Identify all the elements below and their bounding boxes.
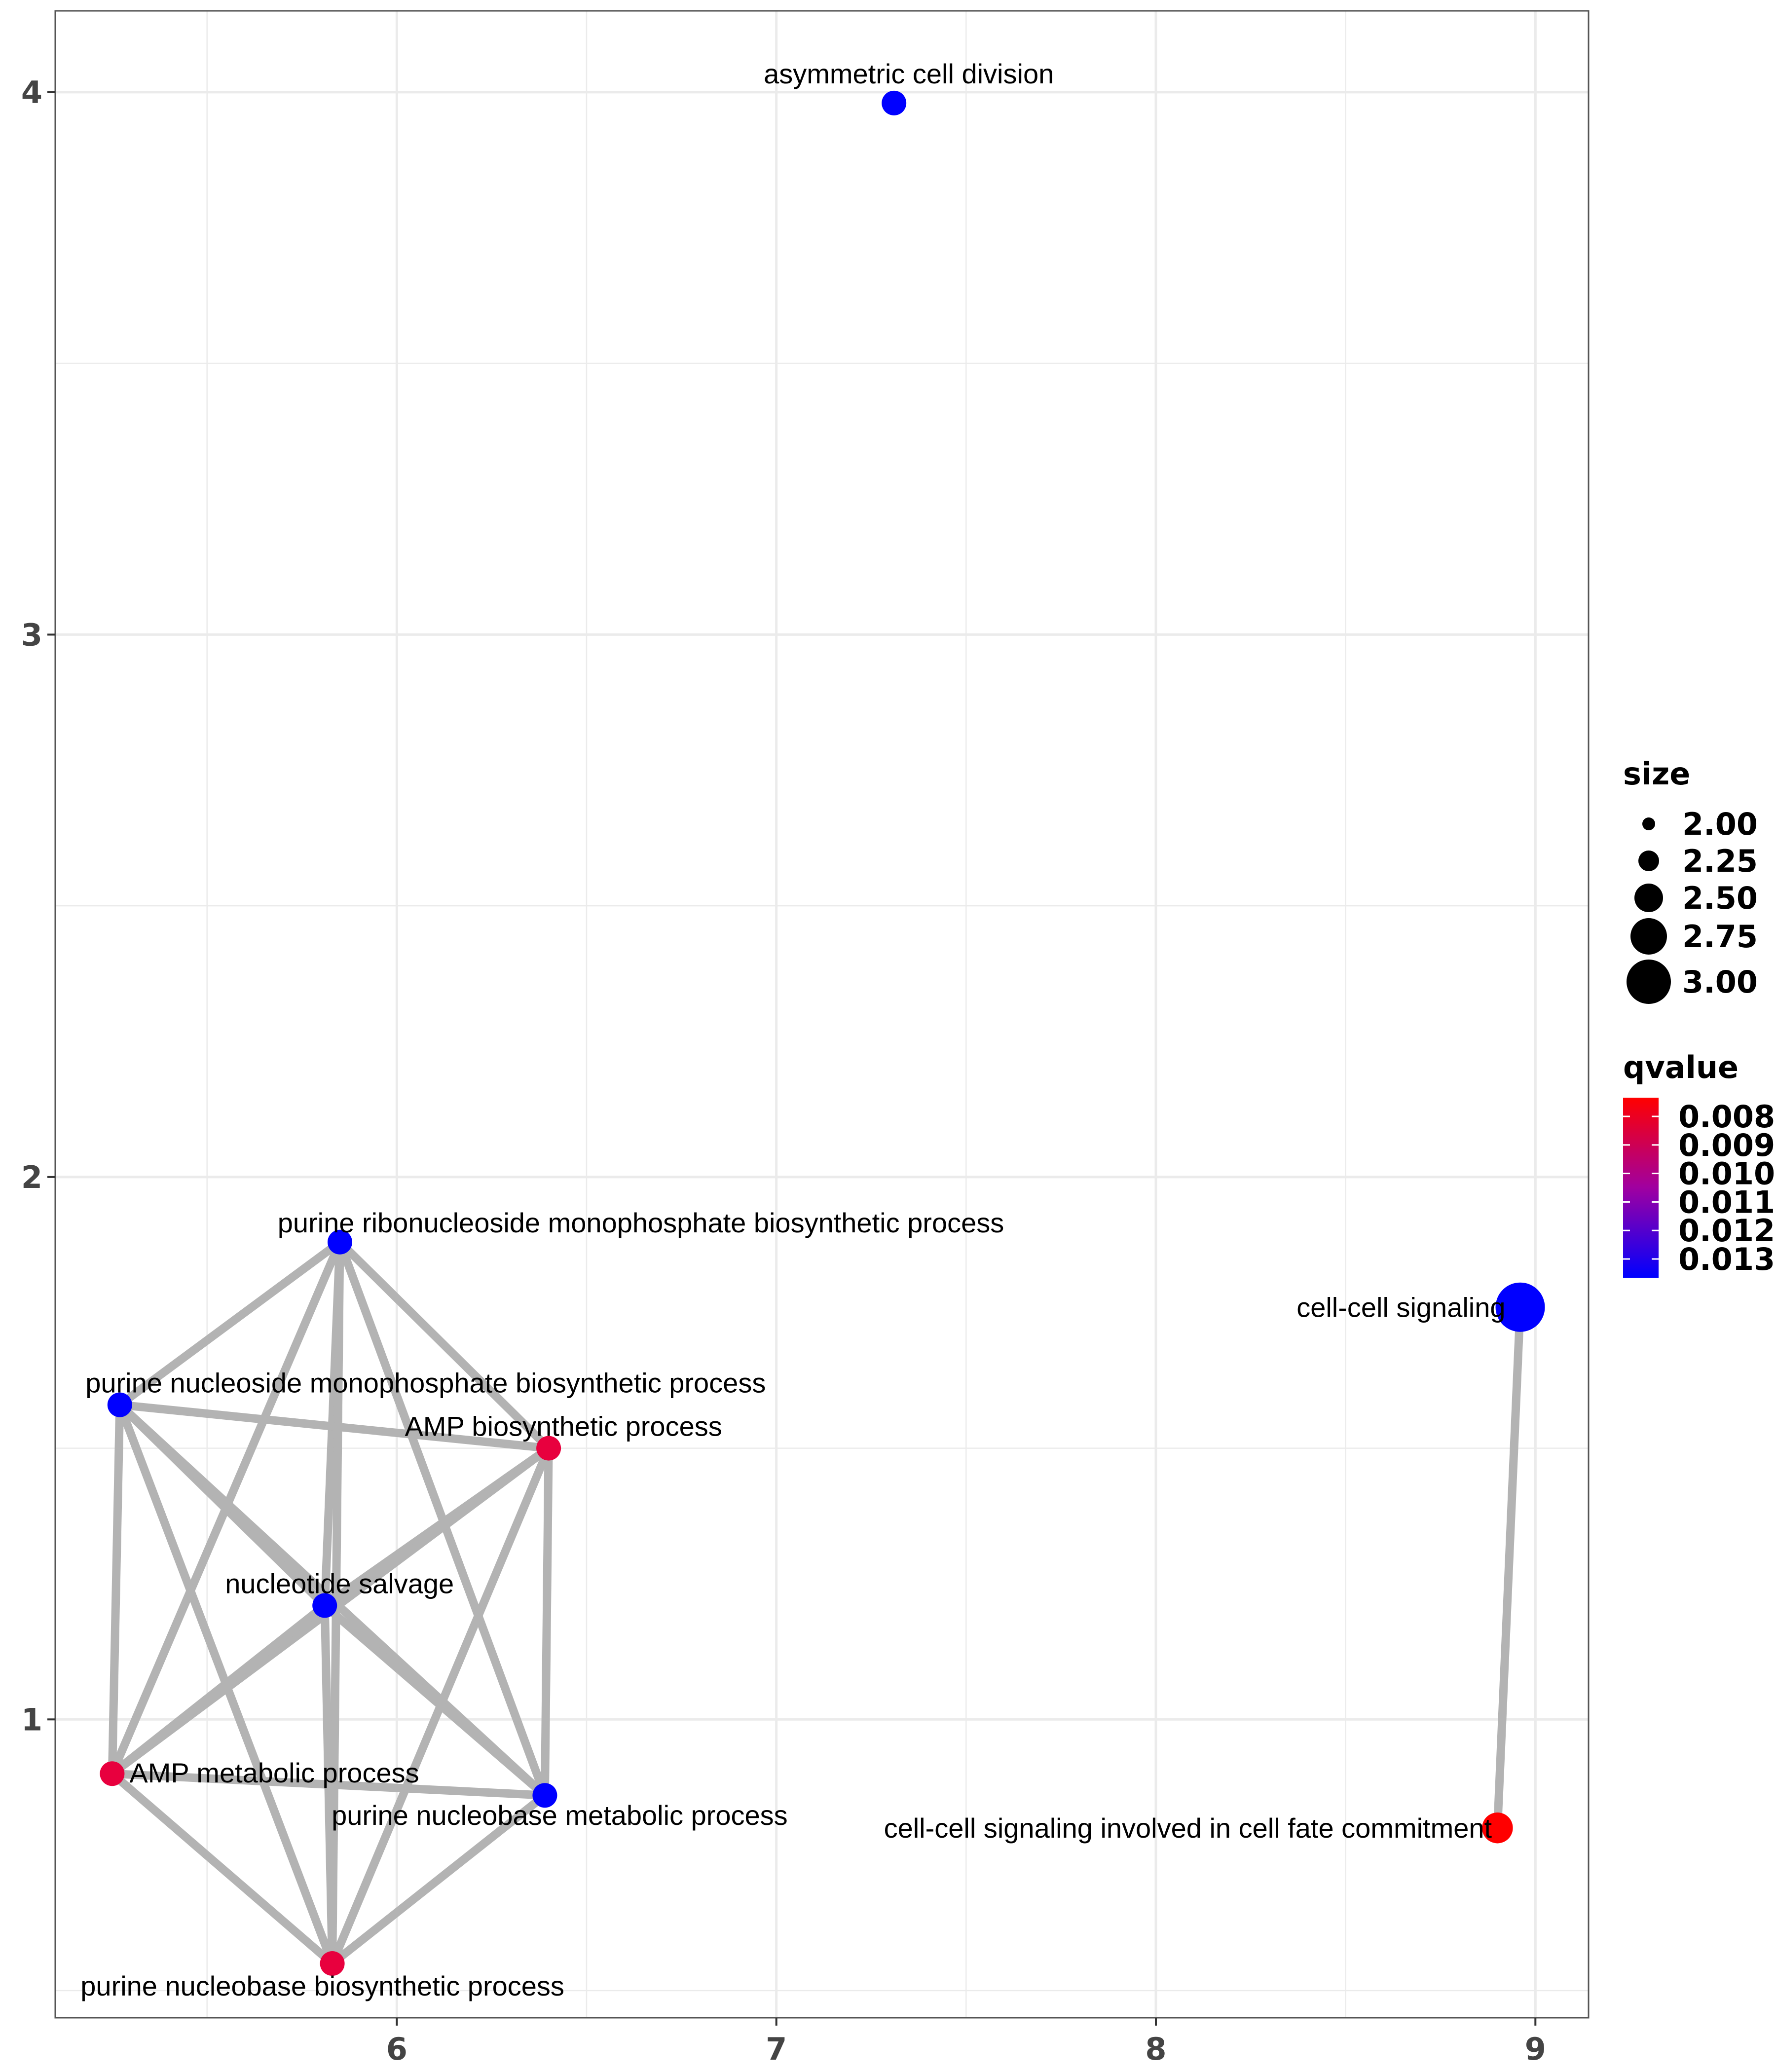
network-node bbox=[100, 1761, 125, 1786]
node-label: purine nucleobase biosynthetic process bbox=[80, 1970, 564, 2001]
node-labels: asymmetric cell division purine ribonucle… bbox=[80, 58, 1505, 2001]
y-tick-label: 4 bbox=[21, 74, 42, 111]
node-label: AMP metabolic process bbox=[129, 1757, 419, 1788]
node-label: cell-cell signaling involved in cell fat… bbox=[884, 1813, 1492, 1844]
axes: 6 7 8 9 1 2 3 4 bbox=[21, 74, 1546, 2067]
legend: size 2.002.252.502.75 3.00 qvalue 0.0080.009… bbox=[1623, 756, 1775, 1278]
network-node bbox=[1495, 1282, 1545, 1332]
size-legend-label: 2.25 bbox=[1682, 843, 1758, 879]
node-label: purine nucleoside monophosphate biosynth… bbox=[85, 1368, 766, 1399]
qvalue-legend-label: 0.013 bbox=[1678, 1241, 1775, 1277]
network-node bbox=[327, 1229, 352, 1255]
qvalue-colorbar bbox=[1623, 1098, 1659, 1278]
size-legend-label: 2.50 bbox=[1682, 880, 1758, 916]
y-tick-label: 2 bbox=[21, 1159, 42, 1195]
panel-border bbox=[54, 10, 1590, 2019]
node-label: nucleotide salvage bbox=[225, 1568, 454, 1599]
network-edge bbox=[1493, 1303, 1525, 1832]
network-edge bbox=[108, 1601, 329, 1778]
network-node bbox=[532, 1783, 557, 1808]
x-tick-label: 6 bbox=[386, 2031, 407, 2067]
network-edge bbox=[328, 1791, 549, 1968]
node-label: asymmetric cell division bbox=[764, 58, 1054, 89]
qvalue-legend-label: 0.010 bbox=[1678, 1156, 1775, 1192]
size-legend-label: 3.00 bbox=[1682, 964, 1758, 1000]
network-edge bbox=[335, 1238, 553, 1453]
qvalue-legend-label: 0.012 bbox=[1678, 1213, 1775, 1249]
network-node bbox=[320, 1951, 345, 1976]
node-label: purine ribonucleoside monophosphate bios… bbox=[278, 1207, 1004, 1238]
size-legend-title: size bbox=[1623, 756, 1690, 792]
network-edge bbox=[115, 1401, 553, 1453]
y-tick-label: 3 bbox=[21, 617, 42, 653]
size-legend-key bbox=[1638, 851, 1659, 871]
network-edge bbox=[108, 1769, 549, 1800]
node-label: AMP biosynthetic process bbox=[405, 1411, 722, 1442]
network-node bbox=[1482, 1812, 1513, 1844]
size-legend-key bbox=[1630, 918, 1667, 955]
size-legend-label: 2.75 bbox=[1682, 919, 1758, 955]
network-edge bbox=[108, 1769, 337, 1968]
network-edge bbox=[108, 1401, 124, 1778]
network-edges bbox=[108, 1238, 1525, 1968]
x-tick-label: 9 bbox=[1525, 2031, 1546, 2067]
network-node bbox=[107, 1392, 132, 1417]
qvalue-legend-title: qvalue bbox=[1623, 1049, 1739, 1085]
node-label: cell-cell signaling bbox=[1296, 1292, 1505, 1323]
size-legend-key bbox=[1642, 817, 1655, 830]
node-label: purine nucleobase metabolic process bbox=[332, 1800, 788, 1831]
network-edge bbox=[320, 1601, 549, 1800]
qvalue-legend-label: 0.011 bbox=[1678, 1184, 1775, 1220]
qvalue-legend-label: 0.009 bbox=[1678, 1127, 1775, 1163]
network-node bbox=[536, 1436, 561, 1461]
y-tick-label: 1 bbox=[21, 1702, 42, 1738]
grid-lines bbox=[55, 11, 1589, 2018]
network-node bbox=[882, 90, 907, 115]
qvalue-legend-label: 0.008 bbox=[1678, 1099, 1775, 1135]
size-legend-key bbox=[1627, 960, 1671, 1004]
x-tick-label: 8 bbox=[1145, 2031, 1166, 2067]
size-legend-label: 2.00 bbox=[1682, 806, 1758, 842]
network-nodes bbox=[100, 90, 1545, 1976]
network-edge bbox=[540, 1444, 553, 1800]
network-node bbox=[312, 1593, 337, 1618]
size-legend-key bbox=[1634, 884, 1663, 912]
x-tick-label: 7 bbox=[766, 2031, 787, 2067]
network-edge bbox=[115, 1238, 344, 1409]
